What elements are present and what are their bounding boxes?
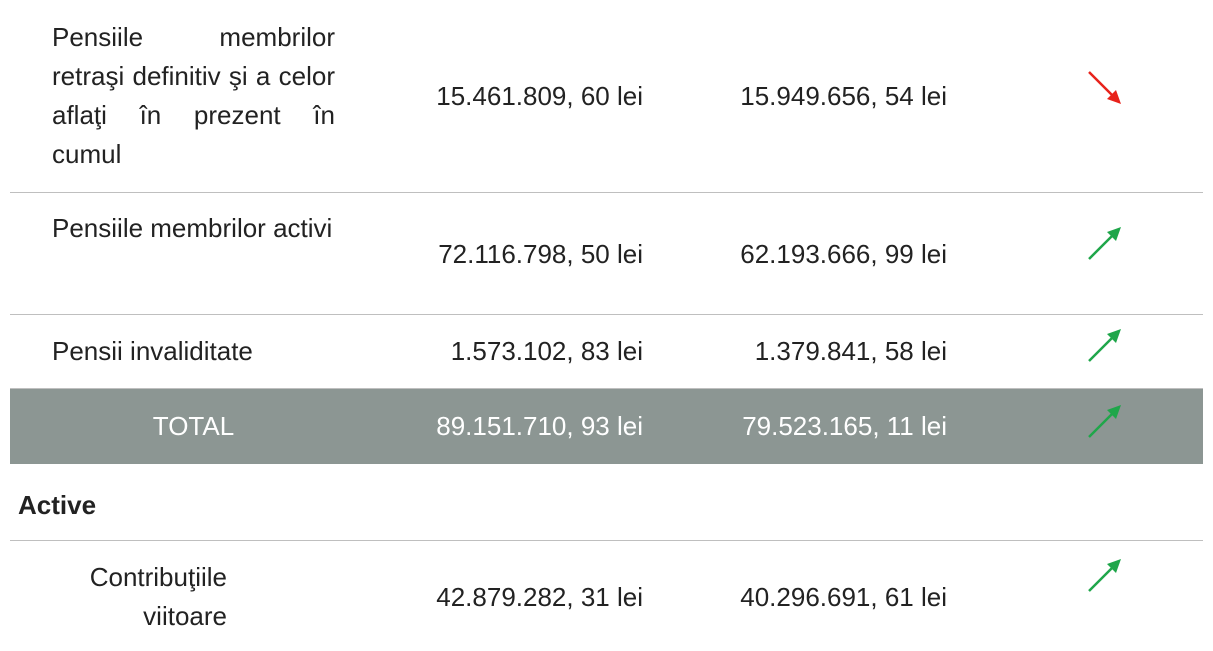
row-label: TOTAL	[152, 411, 235, 441]
value-current: 89.151.710, 93 lei	[436, 411, 643, 441]
trend-up-arrow	[1088, 559, 1121, 592]
row-label: Pensii invaliditate	[52, 336, 253, 366]
table-row: Pensiile membrilor retraşi definitiv şi …	[10, 0, 1203, 192]
value-current: 72.116.798, 50 lei	[438, 239, 643, 269]
row-label: Pensiile membrilor activi	[52, 213, 333, 243]
table-row: Pensii invaliditate 1.573.102, 83 lei 1.…	[10, 315, 1203, 388]
trend-up-arrow	[1088, 329, 1121, 362]
value-previous: 79.523.165, 11 lei	[742, 411, 947, 441]
row-separator	[10, 314, 1203, 315]
value-current: 15.461.809, 60 lei	[436, 81, 643, 111]
row-separator	[10, 540, 1203, 541]
row-separator	[10, 388, 1203, 389]
value-previous: 62.193.666, 99 lei	[740, 239, 947, 269]
row-label: Contribuţiile viitoare	[89, 562, 227, 631]
trend-up-arrow	[1088, 227, 1121, 260]
section-heading: Active	[18, 490, 97, 520]
value-previous: 40.296.691, 61 lei	[740, 582, 947, 612]
value-previous: 1.379.841, 58 lei	[754, 336, 947, 366]
row-label: Pensiile membrilor retraşi definitiv şi …	[52, 22, 335, 169]
table-row: Contribuţiile viitoare 42.879.282, 31 le…	[10, 541, 1203, 651]
total-row: TOTAL 89.151.710, 93 lei 79.523.165, 11 …	[10, 389, 1203, 464]
value-current: 42.879.282, 31 lei	[436, 582, 643, 612]
trend-down-arrow	[1088, 71, 1121, 104]
row-separator	[10, 192, 1203, 193]
trend-up-arrow	[1088, 405, 1121, 438]
value-previous: 15.949.656, 54 lei	[740, 81, 947, 111]
table-row: Pensiile membrilor activi 72.116.798, 50…	[10, 193, 1203, 314]
value-current: 1.573.102, 83 lei	[450, 336, 643, 366]
